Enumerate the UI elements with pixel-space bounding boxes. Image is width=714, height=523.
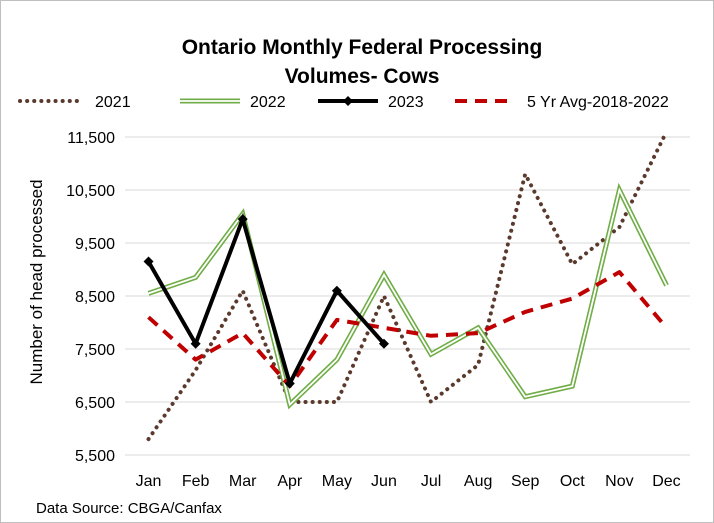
y-tick-label: 10,500: [66, 183, 115, 200]
x-tick-label: Dec: [652, 473, 680, 490]
x-tick-label: Nov: [605, 473, 633, 490]
legend-marker: [343, 96, 353, 106]
legend-label: 2022: [250, 94, 286, 111]
data-point-marker: [378, 338, 389, 349]
x-tick-label: Jan: [136, 473, 162, 490]
x-tick-label: Apr: [277, 473, 303, 490]
data-point-marker: [284, 378, 295, 389]
legend-label: 2023: [388, 94, 424, 111]
series-5-yr-avg-2018-2022: [147, 270, 669, 389]
x-tick-label: Aug: [464, 473, 492, 490]
legend-label: 2021: [95, 94, 131, 111]
y-tick-label: 11,500: [67, 130, 115, 147]
legend-label: 5 Yr Avg-2018-2022: [527, 94, 669, 111]
series-2023: [143, 212, 389, 389]
legend-item: 2023: [318, 94, 424, 111]
series-line: [147, 270, 669, 389]
x-tick-label: May: [322, 473, 352, 490]
legend-item: 2022: [180, 94, 286, 111]
data-point-marker: [331, 285, 342, 296]
data-point-marker: [143, 256, 154, 267]
y-tick-label: 6,500: [75, 395, 115, 412]
x-tick-label: Oct: [560, 473, 585, 490]
series-line: [146, 212, 386, 389]
axis-labels: 5,500 6,500 7,500 8,500 9,500 10,500 11,500 Jan…: [66, 130, 681, 490]
x-tick-label: Jul: [421, 473, 441, 490]
y-tick-label: 8,500: [75, 289, 115, 306]
series-layer: [143, 129, 669, 442]
x-tick-label: Jun: [371, 473, 397, 490]
chart-title-line-2: Volumes- Cows: [285, 65, 440, 88]
x-tick-label: Sep: [511, 473, 540, 490]
x-tick-label: Mar: [229, 473, 257, 490]
series-line-inner: [148, 187, 668, 407]
y-tick-label: 9,500: [75, 236, 115, 253]
y-tick-label: 5,500: [75, 448, 115, 465]
y-tick-label: 7,500: [75, 342, 115, 359]
legend: 2021 2022 2023 5 Yr Avg-2018-2022: [18, 94, 669, 111]
data-point-marker: [190, 338, 201, 349]
series-line: [146, 129, 669, 442]
legend-item: 2021: [18, 94, 131, 111]
y-axis-label: Number of head processed: [27, 179, 46, 384]
series-2021: [146, 129, 669, 442]
data-source-note: Data Source: CBGA/Canfax: [36, 500, 222, 517]
chart-title-line-1: Ontario Monthly Federal Processing: [182, 36, 543, 59]
legend-item: 5 Yr Avg-2018-2022: [455, 94, 669, 111]
data-point-marker: [237, 214, 248, 225]
x-tick-label: Feb: [182, 473, 210, 490]
series-2022: [147, 182, 669, 410]
